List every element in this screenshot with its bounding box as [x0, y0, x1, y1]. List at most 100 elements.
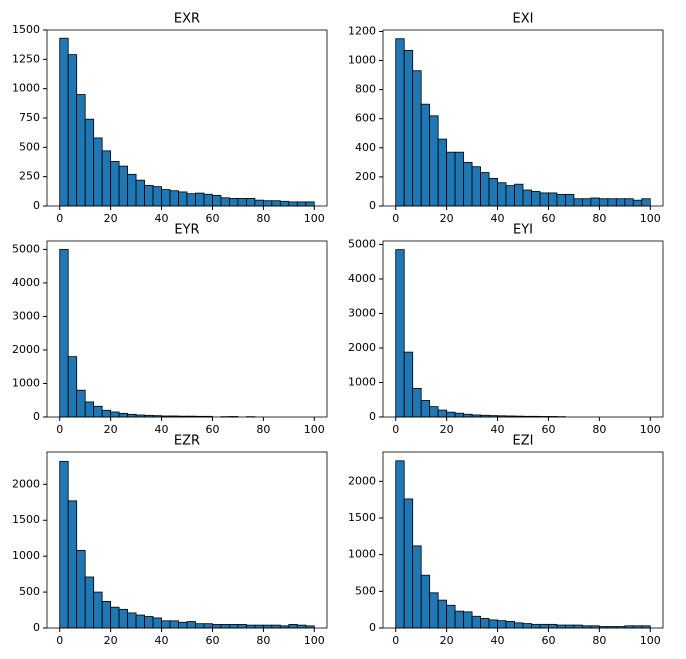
- bar: [152, 617, 162, 629]
- bar: [161, 620, 171, 629]
- bar: [279, 200, 290, 207]
- bar: [288, 201, 298, 207]
- bar: [110, 606, 120, 629]
- x-tick-label: 40: [491, 212, 505, 225]
- axes-frame: [46, 451, 328, 629]
- x-tick-label: 100: [304, 423, 325, 436]
- x-tick-label: 100: [640, 212, 661, 225]
- bar: [271, 200, 281, 207]
- bar: [446, 604, 456, 629]
- bar: [395, 38, 405, 207]
- x-tick-label: 60: [205, 634, 219, 647]
- bar: [169, 190, 179, 207]
- y-tick-label: 2000: [12, 343, 40, 356]
- bar: [169, 620, 179, 629]
- x-tick-label: 0: [392, 634, 399, 647]
- bar: [76, 550, 86, 629]
- y-tick-label: 500: [355, 584, 376, 597]
- chart-title: EZI: [513, 434, 534, 449]
- bar: [93, 405, 103, 418]
- bar: [632, 199, 643, 207]
- x-tick-label: 60: [205, 423, 219, 436]
- bar: [437, 599, 448, 629]
- bar: [463, 161, 473, 207]
- x-tick-label: 80: [592, 212, 606, 225]
- y-tick-label: 800: [355, 83, 376, 96]
- bar: [446, 411, 456, 418]
- bar: [245, 624, 256, 629]
- bar: [271, 624, 281, 629]
- bar: [59, 37, 69, 207]
- bar: [590, 197, 600, 207]
- bar: [573, 624, 583, 629]
- y-tick-label: 1250: [12, 52, 40, 65]
- bar: [514, 183, 524, 207]
- bar: [573, 198, 583, 207]
- x-tick-label: 0: [392, 423, 399, 436]
- bar: [76, 389, 86, 418]
- bar: [556, 624, 566, 629]
- bar: [437, 409, 448, 418]
- bar: [186, 621, 196, 629]
- bar: [254, 199, 264, 207]
- bar: [212, 624, 222, 629]
- x-tick-label: 40: [155, 634, 169, 647]
- bar: [84, 576, 95, 629]
- bar: [195, 192, 205, 207]
- bar: [454, 151, 465, 207]
- bar: [505, 621, 515, 629]
- bar: [118, 165, 129, 207]
- x-tick-label: 20: [104, 423, 118, 436]
- x-tick-label: 80: [256, 423, 270, 436]
- bar: [67, 500, 78, 629]
- bar: [471, 615, 481, 629]
- y-tick-label: 4000: [12, 276, 40, 289]
- bar: [437, 138, 448, 207]
- bar: [598, 198, 609, 207]
- x-tick-label: 40: [491, 634, 505, 647]
- bar: [127, 612, 137, 629]
- bar: [463, 611, 473, 629]
- y-tick-label: 500: [19, 140, 40, 153]
- chart-title: EYI: [513, 223, 533, 238]
- x-tick-label: 60: [541, 423, 555, 436]
- bar: [446, 151, 456, 207]
- y-tick-label: 0: [369, 621, 376, 634]
- y-tick-label: 1500: [348, 511, 376, 524]
- bar: [101, 150, 112, 207]
- bar: [539, 623, 549, 629]
- bar: [262, 624, 273, 629]
- bar: [548, 192, 558, 207]
- y-tick-label: 1000: [348, 548, 376, 561]
- bar: [262, 200, 273, 207]
- bar: [615, 198, 626, 207]
- y-tick-label: 1000: [348, 54, 376, 67]
- bar: [420, 103, 431, 207]
- bar: [220, 624, 230, 629]
- bar: [186, 193, 196, 207]
- axes-frame: [382, 240, 664, 418]
- bar: [245, 197, 256, 207]
- bar: [641, 198, 651, 207]
- y-tick-label: 3000: [348, 306, 376, 319]
- bar: [480, 618, 490, 629]
- bar: [531, 191, 541, 207]
- y-tick-label: 5000: [348, 237, 376, 250]
- bar: [237, 624, 247, 629]
- bar: [67, 54, 78, 207]
- bar: [144, 616, 154, 629]
- y-tick-label: 0: [33, 621, 40, 634]
- bar: [135, 614, 145, 629]
- bar: [565, 193, 575, 207]
- bar: [59, 460, 69, 629]
- bar: [607, 198, 617, 207]
- bar: [556, 193, 566, 207]
- bar: [67, 356, 78, 418]
- y-tick-label: 3000: [12, 309, 40, 322]
- x-tick-label: 0: [392, 212, 399, 225]
- bar: [463, 413, 473, 418]
- bar: [178, 621, 188, 629]
- bar: [429, 406, 439, 418]
- y-tick-label: 500: [19, 585, 40, 598]
- bar: [296, 624, 307, 629]
